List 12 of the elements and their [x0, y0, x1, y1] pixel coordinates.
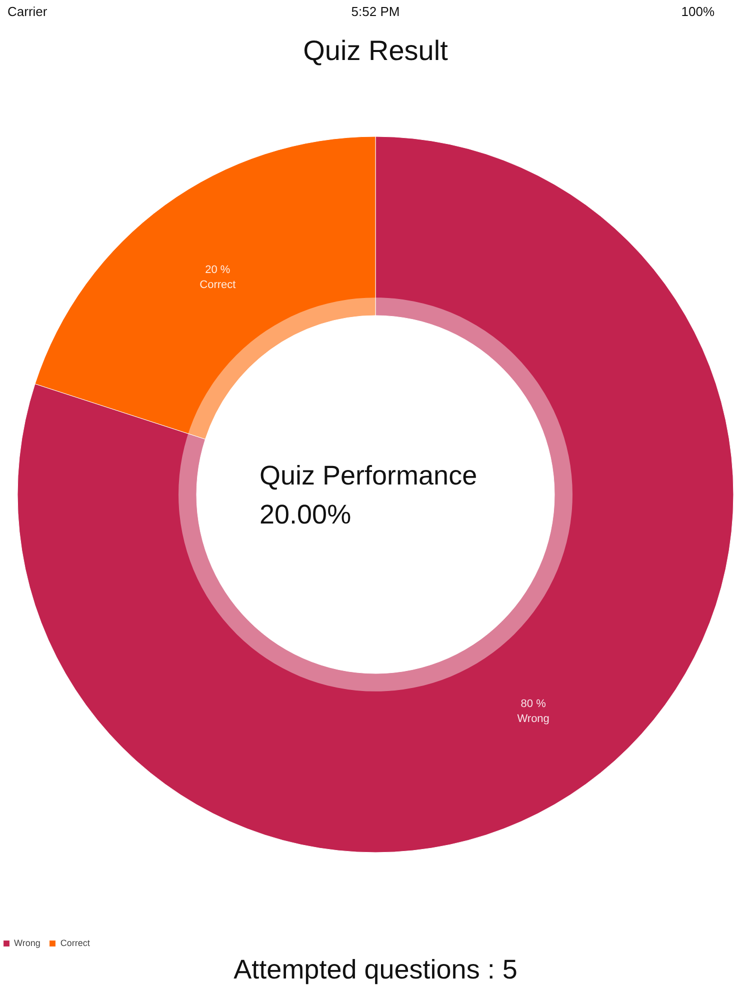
slice-label: Correct — [200, 278, 236, 291]
text: Quiz Performance 20.00% — [260, 460, 478, 530]
data-label: 20 % — [205, 264, 230, 276]
text: Carrier — [8, 4, 48, 19]
legend-label: Wrong — [14, 938, 40, 948]
slice-label: Wrong — [517, 713, 550, 726]
text: Attempted questions : 5 — [234, 954, 518, 984]
text: 100% — [681, 4, 715, 19]
text: 5:52 PM — [351, 4, 400, 19]
data-label: 80 % — [520, 698, 546, 710]
chart-title: Quiz Result — [303, 35, 448, 66]
legend-label: Correct — [60, 938, 90, 948]
